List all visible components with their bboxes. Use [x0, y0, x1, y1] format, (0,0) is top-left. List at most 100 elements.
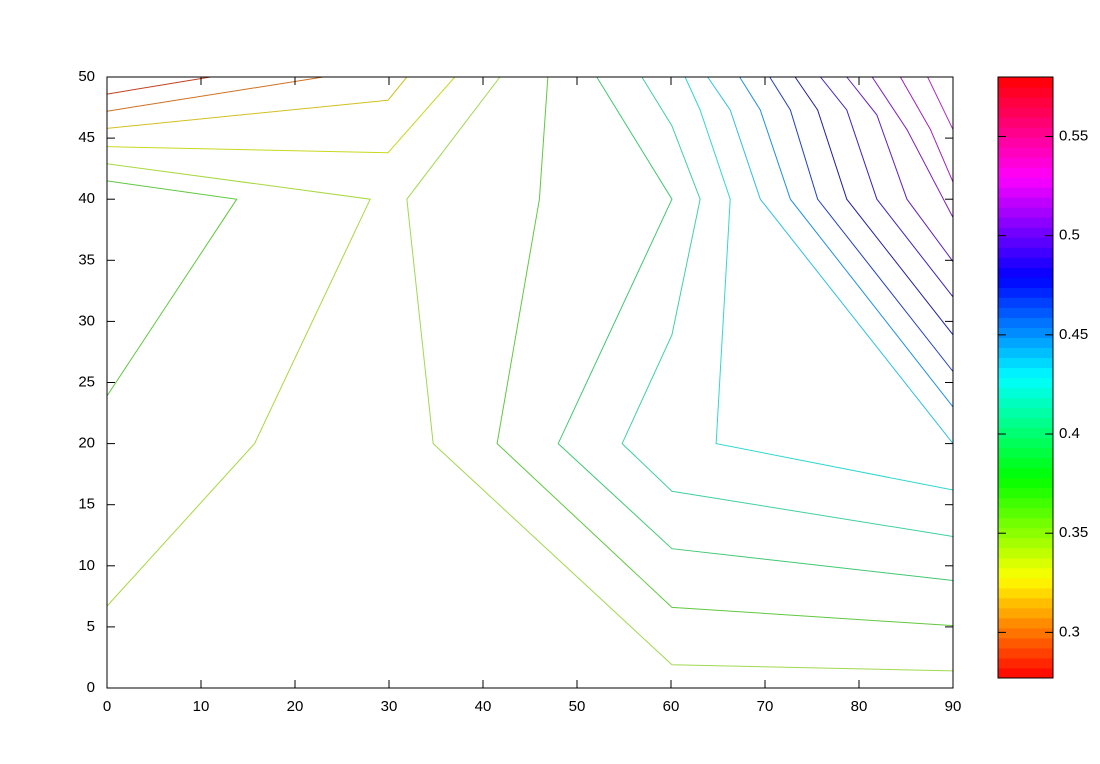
contour-line	[769, 76, 954, 372]
colorbar-step	[998, 107, 1053, 118]
colorbar-step	[998, 637, 1053, 649]
contour-line	[871, 76, 954, 218]
x-tick-label: 60	[663, 698, 680, 715]
colorbar-step	[998, 647, 1053, 659]
colorbar-step	[998, 297, 1053, 308]
contour-line	[106, 163, 371, 607]
contour-line	[707, 76, 954, 444]
colorbar-step	[998, 287, 1053, 298]
contour-line	[106, 76, 456, 154]
colorbar-step	[998, 407, 1053, 419]
y-tick-label: 15	[78, 496, 95, 513]
colorbar-step	[998, 617, 1053, 629]
x-tick-label: 90	[945, 698, 962, 715]
colorbar-step	[998, 317, 1053, 328]
colorbar-step	[998, 367, 1053, 378]
colorbar-step	[998, 187, 1053, 198]
colorbar-step	[998, 197, 1053, 208]
colorbar-tick-label: 0.4	[1059, 425, 1080, 442]
colorbar-step	[998, 357, 1053, 368]
contour-line	[794, 76, 954, 336]
colorbar-step	[998, 597, 1053, 609]
colorbar-step	[998, 497, 1053, 509]
x-tick-label: 70	[757, 698, 774, 715]
colorbar-step	[998, 537, 1053, 549]
colorbar-step	[998, 397, 1053, 409]
colorbar-frame	[997, 76, 1054, 679]
colorbar-step	[998, 267, 1053, 278]
y-tick-label: 40	[78, 190, 95, 207]
x-tick-label: 50	[569, 698, 586, 715]
contour-line	[820, 76, 954, 298]
colorbar-step	[998, 417, 1053, 429]
contour-line	[496, 76, 954, 627]
y-tick-label: 20	[78, 435, 95, 452]
y-tick-label: 30	[78, 312, 95, 329]
y-tick-label: 45	[78, 129, 95, 146]
colorbar-step	[998, 527, 1053, 539]
colorbar-step	[998, 657, 1053, 669]
colorbar-step	[998, 487, 1053, 499]
colorbar-tick-label: 0.55	[1059, 127, 1088, 144]
colorbar-step	[998, 477, 1053, 489]
colorbar-step	[998, 277, 1053, 288]
colorbar-step	[998, 447, 1053, 459]
contour-line	[406, 76, 954, 672]
colorbar-step	[998, 387, 1053, 399]
x-tick-label: 0	[103, 698, 111, 715]
colorbar-step	[998, 507, 1053, 519]
contour-line	[557, 76, 954, 581]
colorbar-step	[998, 517, 1053, 529]
contour-line	[106, 76, 324, 112]
colorbar-step	[998, 237, 1053, 248]
colorbar-step	[998, 587, 1053, 599]
colorbar-step	[998, 137, 1053, 148]
x-tick-label: 40	[475, 698, 492, 715]
colorbar-step	[998, 157, 1053, 168]
x-tick-label: 10	[193, 698, 210, 715]
colorbar-step	[998, 77, 1053, 88]
x-tick-label: 80	[851, 698, 868, 715]
colorbar-step	[998, 147, 1053, 158]
colorbar-tick-label: 0.3	[1059, 623, 1080, 640]
y-tick-label: 35	[78, 251, 95, 268]
colorbar-step	[998, 607, 1053, 619]
colorbar-step	[998, 227, 1053, 238]
x-tick-label: 30	[381, 698, 398, 715]
contour-line	[927, 76, 954, 130]
contour-line	[106, 76, 408, 129]
colorbar-step	[998, 247, 1053, 258]
colorbar-step	[998, 177, 1053, 188]
contour-line	[846, 76, 954, 262]
colorbar-step	[998, 667, 1053, 679]
y-tick-label: 10	[78, 557, 95, 574]
y-tick-label: 25	[78, 373, 95, 390]
colorbar-tick-label: 0.5	[1059, 227, 1080, 244]
contour-line	[739, 76, 954, 408]
x-tick-label: 20	[287, 698, 304, 715]
colorbar-step	[998, 627, 1053, 639]
colorbar-step	[998, 377, 1053, 389]
contour-line	[106, 76, 211, 95]
y-tick-label: 0	[87, 679, 95, 696]
colorbar-step	[998, 437, 1053, 449]
colorbar-step	[998, 217, 1053, 228]
colorbar-step	[998, 457, 1053, 469]
contour-line	[684, 76, 954, 491]
colorbar-step	[998, 547, 1053, 559]
colorbar-step	[998, 117, 1053, 128]
colorbar-step	[998, 87, 1053, 98]
contour-line	[621, 76, 954, 537]
colorbar-step	[998, 327, 1053, 338]
colorbar-step	[998, 167, 1053, 178]
colorbar-step	[998, 127, 1053, 138]
y-tick-label: 50	[78, 68, 95, 85]
colorbar-step	[998, 567, 1053, 579]
colorbar-step	[998, 557, 1053, 569]
colorbar-step	[998, 97, 1053, 108]
colorbar-step	[998, 257, 1053, 268]
colorbar-step	[998, 467, 1053, 479]
colorbar-step	[998, 427, 1053, 439]
